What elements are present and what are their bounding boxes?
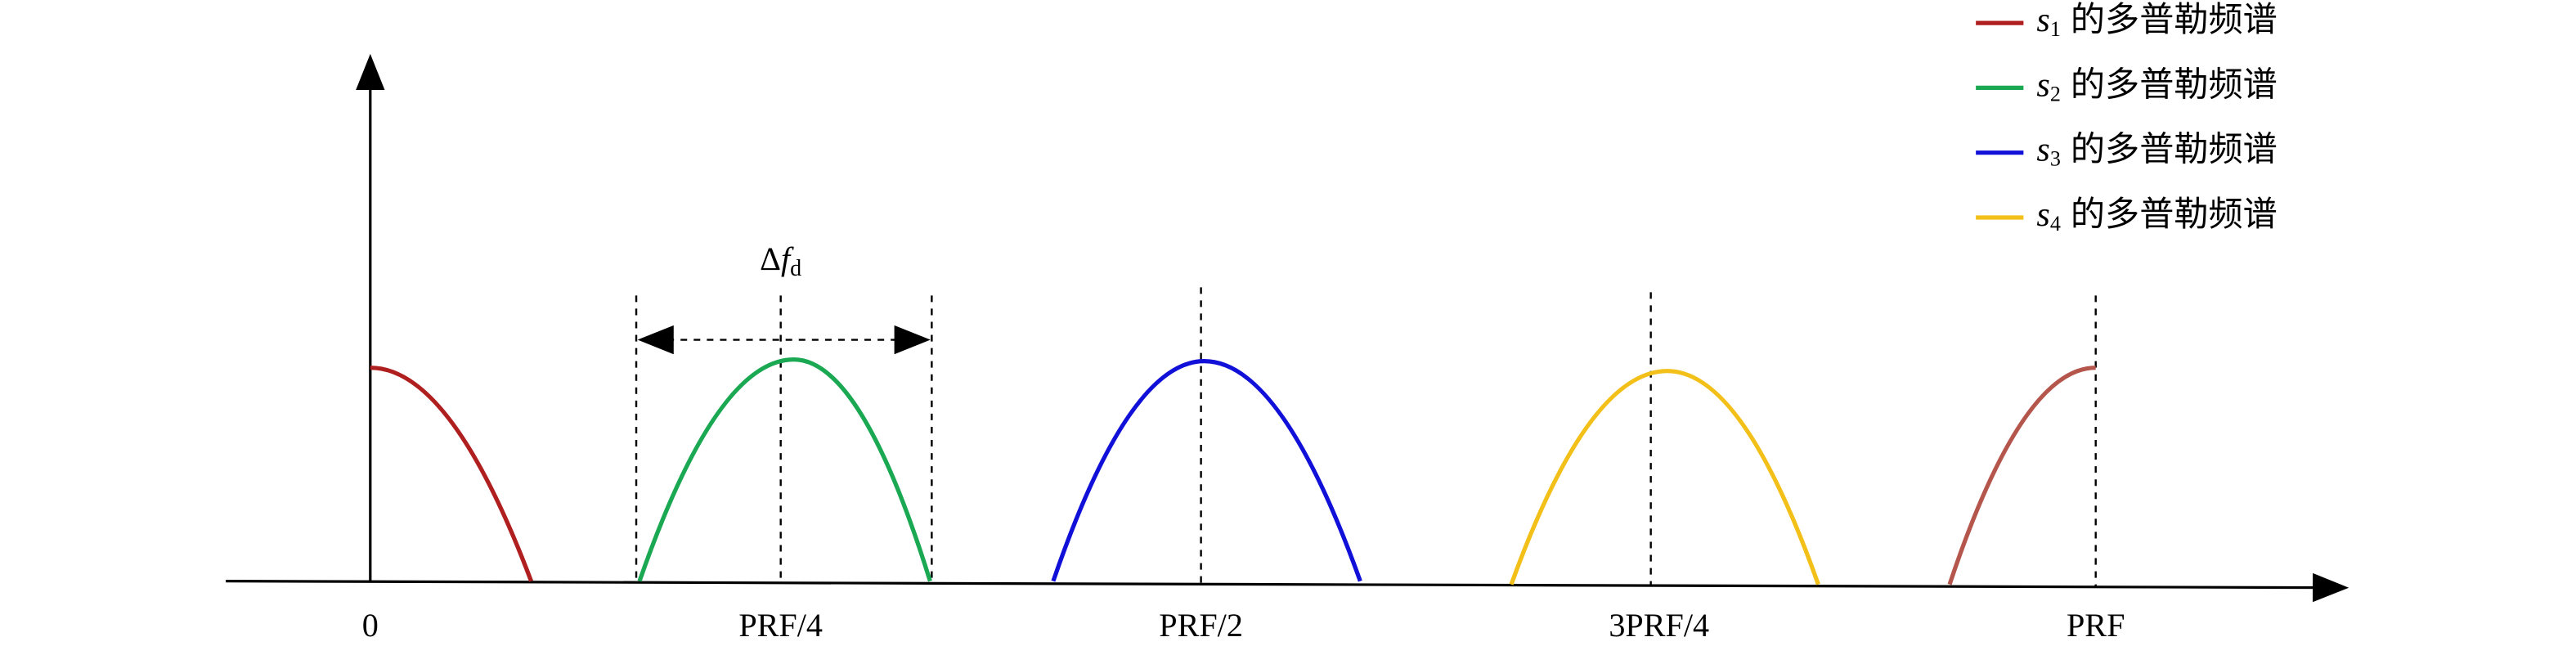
spectrum-wrap [1947,366,2096,585]
sub: d [790,257,801,282]
spectrum-3 [1051,359,1362,582]
legend-var: s [2036,195,2049,234]
spectrum-2 [637,357,932,582]
bandwidth-label: Δfd [760,240,801,281]
delta: Δ [760,240,781,277]
x-axis [226,572,2349,603]
legend-label: s2 的多普勒频谱 [2036,65,2277,105]
legend-sub: 3 [2050,147,2061,171]
axis-label: 3PRF/4 [1609,607,1709,644]
legend-var: s [2036,1,2049,39]
axis-label: 0 [362,607,379,644]
legend-sub: 2 [2050,82,2061,105]
axis-labels: 0 PRF/4 PRF/2 3PRF/4 PRF [362,607,2125,644]
guides [635,287,2097,586]
legend-text: 的多普勒频谱 [2071,1,2278,39]
legend-text: 的多普勒频谱 [2071,130,2278,168]
spectrum-4 [1509,369,1820,585]
axis-label: PRF/4 [738,607,823,644]
axis-label: PRF/2 [1159,607,1243,644]
legend-text: 的多普勒频谱 [2071,65,2278,104]
legend-var: s [2036,65,2049,104]
spectrum-1 [370,366,533,582]
legend-sub: 4 [2050,212,2061,236]
legend-var: s [2036,130,2049,168]
legend-text: 的多普勒频谱 [2071,195,2278,234]
legend-sub: 1 [2050,17,2061,41]
legend-label: s1 的多普勒频谱 [2036,1,2277,41]
legend-label: s3 的多普勒频谱 [2036,130,2277,170]
legend-label: s4 的多普勒频谱 [2036,195,2277,236]
axis-label: PRF [2067,607,2125,644]
